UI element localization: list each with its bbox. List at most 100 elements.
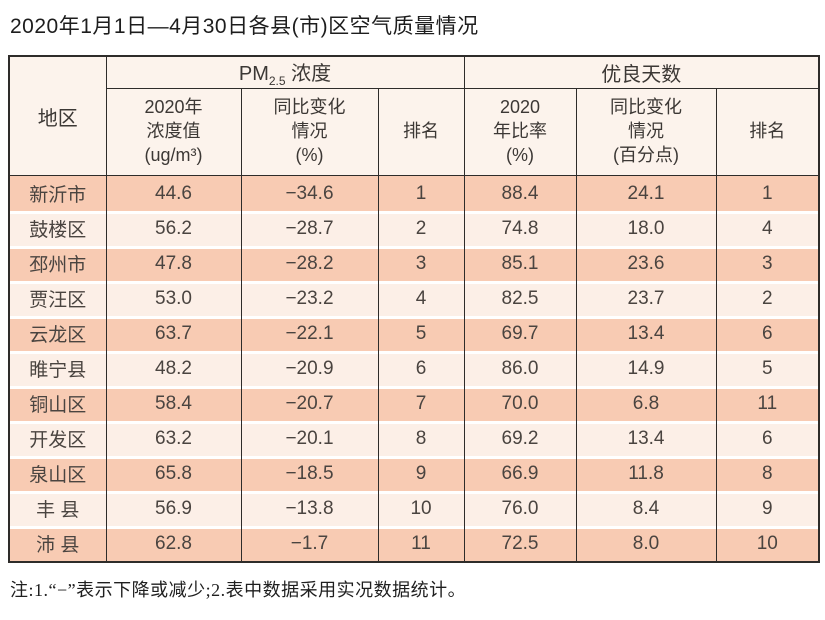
- cell-ratio-value: 74.8: [463, 211, 577, 246]
- cell-ratio-value: 76.0: [463, 491, 577, 526]
- cell-pm25-change: −23.2: [240, 281, 379, 316]
- cell-pm25-value: 56.2: [105, 211, 242, 246]
- cell-pm25-change: −13.8: [240, 491, 379, 526]
- cell-ratio-value: 86.0: [463, 351, 577, 386]
- cell-ratio-rank: 8: [715, 456, 820, 491]
- cell-pm25-value: 44.6: [105, 175, 242, 211]
- cell-pm25-value: 48.2: [105, 351, 242, 386]
- cell-pm25-change: −34.6: [240, 175, 379, 211]
- pm25-label-prefix: PM: [238, 63, 269, 85]
- table-row: 沛 县 62.8 −1.7 11 72.5 8.0 10: [8, 526, 820, 562]
- header-group-row: 地区 PM2.5 浓度 优良天数: [8, 55, 820, 176]
- col-header-ratio-rank: 排名: [715, 88, 820, 176]
- cell-pm25-rank: 8: [377, 421, 465, 456]
- cell-ratio-change: 14.9: [575, 351, 717, 386]
- cell-ratio-change: 13.4: [575, 421, 717, 456]
- cell-ratio-change: 24.1: [575, 175, 717, 211]
- cell-ratio-rank: 9: [715, 491, 820, 526]
- cell-ratio-rank: 11: [715, 386, 820, 421]
- cell-ratio-change: 23.7: [575, 281, 717, 316]
- cell-region: 云龙区: [8, 316, 107, 351]
- cell-pm25-value: 56.9: [105, 491, 242, 526]
- cell-pm25-rank: 2: [377, 211, 465, 246]
- cell-pm25-rank: 9: [377, 456, 465, 491]
- pm25-label-suffix: 浓度: [285, 63, 332, 85]
- cell-region: 泉山区: [8, 456, 107, 491]
- cell-ratio-value: 85.1: [463, 246, 577, 281]
- footnote: 注:1.“−”表示下降或减少;2.表中数据采用实况数据统计。: [10, 580, 467, 600]
- table-row: 丰 县 56.9 −13.8 10 76.0 8.4 9: [8, 491, 820, 526]
- table-row: 睢宁县 48.2 −20.9 6 86.0 14.9 5: [8, 351, 820, 386]
- cell-region: 邳州市: [8, 246, 107, 281]
- table-row: 云龙区 63.7 −22.1 5 69.7 13.4 6: [8, 316, 820, 351]
- cell-pm25-value: 65.8: [105, 456, 242, 491]
- cell-pm25-change: −28.2: [240, 246, 379, 281]
- cell-ratio-rank: 4: [715, 211, 820, 246]
- cell-pm25-change: −22.1: [240, 316, 379, 351]
- cell-pm25-value: 63.2: [105, 421, 242, 456]
- cell-pm25-value: 63.7: [105, 316, 242, 351]
- air-quality-table: 地区 PM2.5 浓度 优良天数 2020年 浓度值 (ug/m³) 同比变化 …: [8, 55, 821, 563]
- cell-ratio-rank: 5: [715, 351, 820, 386]
- cell-pm25-change: −18.5: [240, 456, 379, 491]
- col-group-pm25: PM2.5 浓度: [105, 55, 465, 89]
- header-sub-row: 2020年 浓度值 (ug/m³) 同比变化 情况 (%) 排名 2020 年比…: [9, 88, 820, 176]
- table-row: 泉山区 65.8 −18.5 9 66.9 11.8 8: [8, 456, 820, 491]
- cell-pm25-rank: 10: [377, 491, 465, 526]
- cell-pm25-change: −20.1: [240, 421, 379, 456]
- cell-pm25-value: 53.0: [105, 281, 242, 316]
- page-title: 2020年1月1日—4月30日各县(市)区空气质量情况: [10, 15, 479, 38]
- table-row: 铜山区 58.4 −20.7 7 70.0 6.8 11: [8, 386, 820, 421]
- cell-region: 新沂市: [8, 175, 107, 211]
- table-row: 鼓楼区 56.2 −28.7 2 74.8 18.0 4: [8, 211, 820, 246]
- cell-ratio-rank: 3: [715, 246, 820, 281]
- cell-ratio-change: 13.4: [575, 316, 717, 351]
- cell-ratio-rank: 10: [715, 526, 820, 562]
- cell-ratio-change: 23.6: [575, 246, 717, 281]
- table-row: 贾汪区 53.0 −23.2 4 82.5 23.7 2: [8, 281, 820, 316]
- cell-region: 铜山区: [8, 386, 107, 421]
- cell-pm25-rank: 11: [377, 526, 465, 562]
- cell-ratio-rank: 1: [715, 175, 820, 211]
- col-group-good-days: 优良天数: [463, 55, 820, 89]
- cell-region: 沛 县: [8, 526, 107, 562]
- cell-ratio-value: 66.9: [463, 456, 577, 491]
- cell-ratio-value: 69.7: [463, 316, 577, 351]
- col-header-region: 地区: [8, 55, 107, 176]
- table-row: 新沂市 44.6 −34.6 1 88.4 24.1 1: [8, 175, 820, 211]
- cell-pm25-change: −20.9: [240, 351, 379, 386]
- cell-region: 开发区: [8, 421, 107, 456]
- col-header-concentration-rank: 排名: [377, 88, 465, 176]
- pm25-label-subscript: 2.5: [268, 74, 286, 88]
- cell-pm25-change: −20.7: [240, 386, 379, 421]
- cell-ratio-value: 72.5: [463, 526, 577, 562]
- cell-pm25-value: 62.8: [105, 526, 242, 562]
- cell-ratio-change: 8.4: [575, 491, 717, 526]
- cell-pm25-change: −1.7: [240, 526, 379, 562]
- col-header-ratio: 2020 年比率 (%): [463, 88, 577, 176]
- cell-pm25-rank: 7: [377, 386, 465, 421]
- cell-ratio-value: 88.4: [463, 175, 577, 211]
- cell-ratio-rank: 2: [715, 281, 820, 316]
- cell-ratio-change: 18.0: [575, 211, 717, 246]
- cell-pm25-rank: 5: [377, 316, 465, 351]
- cell-ratio-change: 8.0: [575, 526, 717, 562]
- cell-ratio-rank: 6: [715, 421, 820, 456]
- col-header-concentration-change: 同比变化 情况 (%): [240, 88, 379, 176]
- cell-pm25-rank: 1: [377, 175, 465, 211]
- cell-pm25-value: 47.8: [105, 246, 242, 281]
- cell-ratio-value: 69.2: [463, 421, 577, 456]
- cell-ratio-value: 82.5: [463, 281, 577, 316]
- cell-pm25-change: −28.7: [240, 211, 379, 246]
- cell-pm25-rank: 6: [377, 351, 465, 386]
- cell-pm25-rank: 3: [377, 246, 465, 281]
- cell-pm25-rank: 4: [377, 281, 465, 316]
- cell-region: 睢宁县: [8, 351, 107, 386]
- cell-ratio-change: 6.8: [575, 386, 717, 421]
- cell-ratio-rank: 6: [715, 316, 820, 351]
- cell-region: 贾汪区: [8, 281, 107, 316]
- cell-region: 丰 县: [8, 491, 107, 526]
- cell-region: 鼓楼区: [8, 211, 107, 246]
- table-row: 开发区 63.2 −20.1 8 69.2 13.4 6: [8, 421, 820, 456]
